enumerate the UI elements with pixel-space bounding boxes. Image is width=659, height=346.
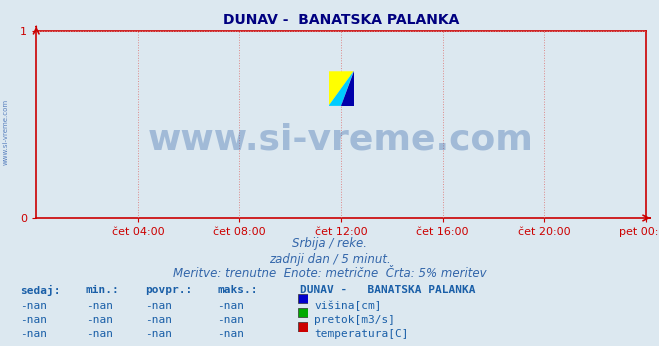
Text: -nan: -nan bbox=[145, 301, 172, 311]
Text: -nan: -nan bbox=[145, 315, 172, 325]
Text: temperatura[C]: temperatura[C] bbox=[314, 329, 409, 339]
Title: DUNAV -  BANATSKA PALANKA: DUNAV - BANATSKA PALANKA bbox=[223, 13, 459, 27]
Text: -nan: -nan bbox=[20, 329, 47, 339]
Polygon shape bbox=[341, 71, 353, 106]
Text: višina[cm]: višina[cm] bbox=[314, 301, 382, 311]
Text: -nan: -nan bbox=[145, 329, 172, 339]
Text: -nan: -nan bbox=[217, 301, 244, 311]
Text: -nan: -nan bbox=[86, 329, 113, 339]
Text: -nan: -nan bbox=[20, 315, 47, 325]
Text: -nan: -nan bbox=[217, 329, 244, 339]
Text: -nan: -nan bbox=[86, 315, 113, 325]
Text: www.si-vreme.com: www.si-vreme.com bbox=[148, 122, 534, 156]
Text: zadnji dan / 5 minut.: zadnji dan / 5 minut. bbox=[269, 253, 390, 266]
Text: sedaj:: sedaj: bbox=[20, 285, 60, 297]
Text: povpr.:: povpr.: bbox=[145, 285, 192, 295]
Text: -nan: -nan bbox=[20, 301, 47, 311]
Text: pretok[m3/s]: pretok[m3/s] bbox=[314, 315, 395, 325]
Text: www.si-vreme.com: www.si-vreme.com bbox=[2, 98, 9, 165]
Text: -nan: -nan bbox=[217, 315, 244, 325]
Text: DUNAV -   BANATSKA PALANKA: DUNAV - BANATSKA PALANKA bbox=[300, 285, 475, 295]
Text: Meritve: trenutne  Enote: metrične  Črta: 5% meritev: Meritve: trenutne Enote: metrične Črta: … bbox=[173, 267, 486, 280]
Polygon shape bbox=[328, 71, 353, 106]
Text: min.:: min.: bbox=[86, 285, 119, 295]
Text: maks.:: maks.: bbox=[217, 285, 258, 295]
Text: Srbija / reke.: Srbija / reke. bbox=[292, 237, 367, 250]
Text: -nan: -nan bbox=[86, 301, 113, 311]
Polygon shape bbox=[328, 71, 353, 106]
